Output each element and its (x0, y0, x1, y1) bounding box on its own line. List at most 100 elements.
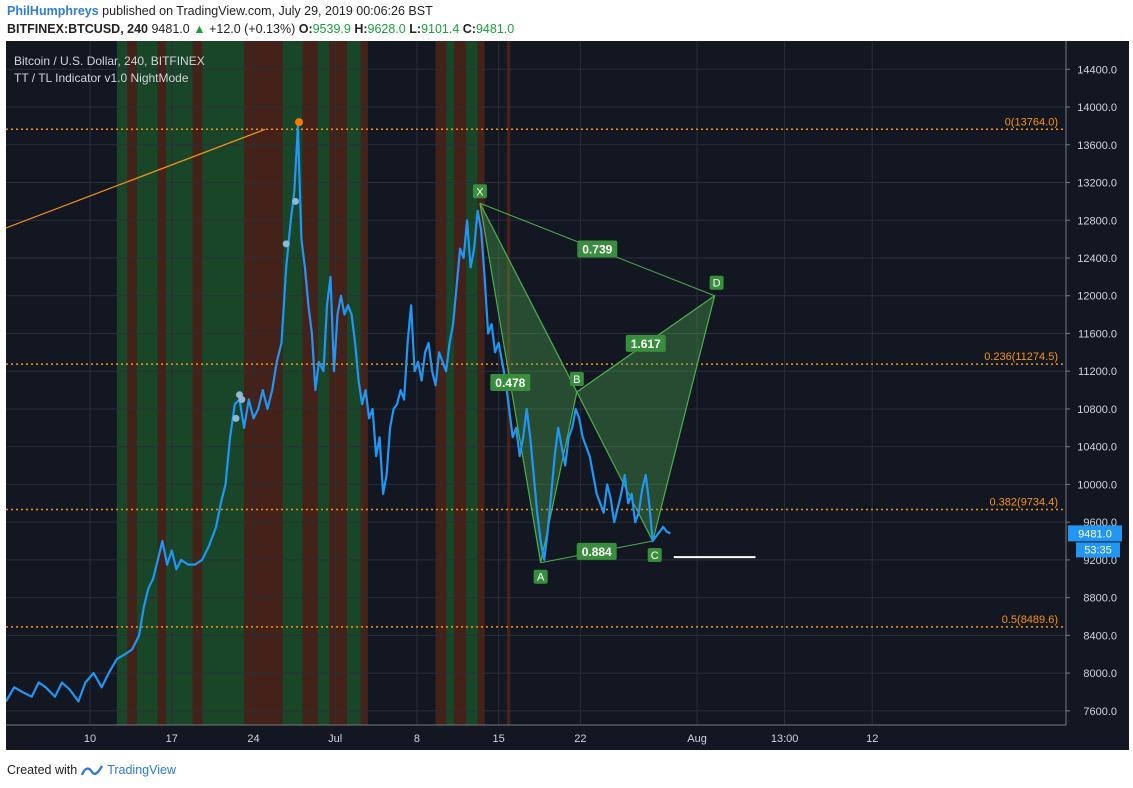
signal-dot (282, 240, 290, 248)
point-box (647, 548, 662, 563)
countdown-value: 53:35 (1084, 544, 1112, 556)
trend-band (136, 41, 158, 725)
trend-band (116, 41, 128, 725)
x-tick-label: 24 (247, 733, 259, 745)
ratio-label-text: 1.617 (631, 337, 661, 351)
publish-info: PhilHumphreys published on TradingView.c… (7, 4, 433, 18)
y-tick-label: 12800.0 (1077, 215, 1117, 227)
trend-band (157, 41, 166, 725)
last-price: 9481.0 (151, 22, 190, 36)
price-line (5, 124, 671, 703)
point-box (709, 275, 724, 290)
y-tick-label: 8000.0 (1083, 668, 1117, 680)
ratio-label: 0.478 (490, 374, 531, 391)
trend-band (165, 41, 193, 725)
pattern-point-x: X (472, 184, 487, 199)
trend-band (317, 41, 330, 725)
price-axis-bg (1066, 41, 1129, 750)
point-letter: D (713, 278, 721, 290)
footer: Created with TradingView (7, 763, 176, 777)
chart-legend: Bitcoin / U.S. Dollar, 240, BITFINEX TT … (14, 54, 205, 85)
ratio-label: 0.739 (577, 240, 618, 258)
trend-band (454, 41, 466, 725)
low-value: 9101.4 (421, 22, 460, 36)
high-value: 9628.0 (367, 22, 406, 36)
trend-band (477, 41, 485, 725)
price-tag-value: 9481.0 (1078, 528, 1112, 540)
x-tick-label: 13:00 (771, 733, 799, 745)
fib-label: 0.236(11274.5) (984, 351, 1058, 363)
x-tick-label: Jul (328, 733, 342, 745)
fib-label: 0.5(8489.6) (1002, 614, 1058, 626)
signal-dot (238, 396, 246, 404)
ratio-label-box (576, 542, 617, 560)
ratio-label: 1.617 (625, 334, 666, 352)
y-tick-label: 13600.0 (1077, 140, 1117, 152)
trend-band (465, 41, 478, 725)
trend-band (446, 41, 455, 725)
chart-panel[interactable]: 0(13764.0) 0.236(11274.5) 0.382(9734.4) 0.5… (5, 41, 1129, 750)
x-tick-label: 15 (493, 733, 505, 745)
x-tick-label: 22 (574, 733, 586, 745)
point-box (472, 184, 487, 199)
signal-dot (232, 414, 240, 422)
legend-title: Bitcoin / U.S. Dollar, 240, BITFINEX (14, 54, 205, 68)
price-tag-box (1068, 525, 1122, 542)
pattern-point-c: C (647, 548, 662, 563)
ratio-label-text: 0.478 (495, 376, 525, 390)
countdown-box (1076, 542, 1120, 558)
price-tag: 9481.0 53:35 (1068, 525, 1122, 558)
y-tick-label: 10400.0 (1077, 442, 1117, 454)
ratio-label-box (625, 334, 666, 352)
author-link[interactable]: PhilHumphreys (7, 4, 99, 18)
point-letter: B (573, 374, 580, 386)
point-box (533, 569, 548, 584)
trend-band (435, 41, 447, 725)
y-tick-label: 11200.0 (1078, 366, 1117, 378)
trend-bands (116, 41, 511, 725)
fib-label: 0(13764.0) (1005, 116, 1058, 128)
y-tick-label: 9200.0 (1083, 555, 1117, 567)
x-tick-label: Aug (687, 733, 707, 745)
y-tick-label: 8800.0 (1083, 593, 1117, 605)
price-series (5, 118, 671, 703)
fib-levels: 0(13764.0) 0.236(11274.5) 0.382(9734.4) 0.5… (6, 116, 1066, 628)
created-with-label: Created with (7, 763, 78, 777)
point-letter: X (476, 186, 484, 198)
ratio-label-box (490, 374, 531, 391)
point-box (569, 371, 584, 386)
trend-band (346, 41, 361, 725)
y-tick-label: 7600.0 (1083, 706, 1117, 718)
ratio-label-text: 0.739 (582, 243, 612, 257)
y-tick-label: 10000.0 (1077, 479, 1117, 491)
y-tick-label: 14400.0 (1077, 64, 1117, 76)
tradingview-link[interactable]: TradingView (107, 763, 176, 777)
open-label: O: (298, 22, 313, 36)
signal-dot (292, 197, 300, 205)
tradingview-logo-icon (81, 765, 104, 776)
time-axis-bg (6, 725, 1129, 750)
pattern-point-a: A (533, 569, 548, 584)
ratio-label-text: 0.884 (582, 545, 612, 559)
y-tick-label: 14000.0 (1077, 102, 1117, 114)
y-tick-label: 12400.0 (1077, 253, 1117, 265)
y-tick-label: 8400.0 (1083, 630, 1117, 642)
price-change: +12.0 (+0.13%) (209, 22, 296, 36)
point-letter: C (651, 550, 659, 562)
x-tick-label: 17 (166, 733, 178, 745)
trend-band (302, 41, 318, 725)
pattern-markers: 0.739 0.478 1.617 0.884 X A B C D (472, 184, 756, 584)
trend-line (5, 128, 266, 229)
symbol-label: BITFINEX:BTCUSD, 240 (7, 22, 148, 36)
ohlc-bar: BITFINEX:BTCUSD, 240 9481.0 ▲ +12.0 (+0.… (7, 22, 514, 36)
trend-band (192, 41, 203, 725)
high-label: H: (354, 22, 368, 36)
price-axis: 7600.08000.08400.08800.09200.09600.01000… (1065, 41, 1129, 750)
low-label: L: (409, 22, 422, 36)
trend-band (329, 41, 347, 725)
xb-leg (479, 203, 578, 393)
trend-band (127, 41, 137, 725)
trend-band (282, 41, 303, 725)
price-chart[interactable]: 0(13764.0) 0.236(11274.5) 0.382(9734.4) 0.5… (5, 41, 1129, 750)
y-tick-label: 13200.0 (1077, 178, 1117, 190)
